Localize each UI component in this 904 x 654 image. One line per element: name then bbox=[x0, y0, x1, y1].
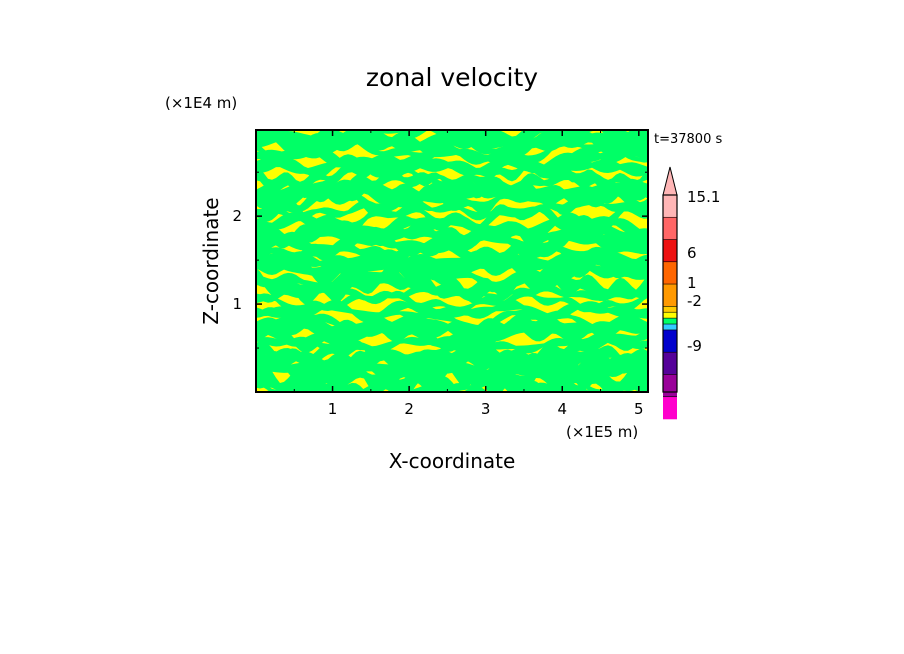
x-unit-label: (×1E5 m) bbox=[566, 423, 638, 441]
y-tick-label: 2 bbox=[232, 207, 242, 225]
field-band bbox=[256, 196, 648, 222]
chart-title: zonal velocity bbox=[366, 63, 538, 92]
x-axis-label: X-coordinate bbox=[389, 449, 516, 473]
colorbar-swatch bbox=[663, 261, 677, 285]
field-band bbox=[256, 360, 648, 392]
colorbar-swatch bbox=[663, 239, 677, 263]
field-band bbox=[256, 169, 648, 199]
colorbar-swatch bbox=[663, 329, 677, 353]
field-band bbox=[256, 319, 648, 353]
x-tick-label: 2 bbox=[404, 400, 414, 418]
field-band bbox=[256, 259, 648, 294]
time-label: t=37800 s bbox=[654, 132, 722, 147]
colorbar-swatch bbox=[663, 352, 677, 375]
plot-frame bbox=[255, 129, 649, 393]
field-band bbox=[256, 136, 648, 163]
field-band bbox=[256, 285, 648, 303]
colorbar-swatch bbox=[663, 217, 677, 240]
x-axis: 1 2 3 4 5 bbox=[293, 130, 644, 418]
colorbar-swatch bbox=[663, 195, 677, 218]
y-axis-label: Z-coordinate bbox=[199, 197, 223, 324]
y-unit-label: (×1E4 m) bbox=[165, 94, 237, 112]
y-tick-label: 1 bbox=[232, 295, 242, 313]
colorbar-extend-arrow bbox=[662, 166, 678, 196]
colorbar-swatch bbox=[663, 324, 677, 331]
field-band bbox=[256, 375, 648, 392]
colorbar-swatch bbox=[663, 318, 677, 325]
x-tick-label: 5 bbox=[634, 400, 644, 418]
field-band bbox=[256, 160, 648, 191]
plot-area bbox=[256, 130, 648, 392]
colorbar-frame bbox=[662, 194, 678, 393]
y-axis: 12 bbox=[232, 171, 648, 349]
x-tick-label: 4 bbox=[557, 400, 567, 418]
field-band bbox=[256, 338, 648, 367]
colorbar-label: 6 bbox=[687, 244, 697, 262]
colorbar-label: 1 bbox=[687, 274, 697, 292]
colorbar-label: -9 bbox=[687, 337, 702, 355]
colorbar-swatch bbox=[663, 312, 677, 319]
colorbar-swatch bbox=[663, 306, 677, 313]
field-band bbox=[256, 238, 648, 264]
field-band bbox=[256, 266, 648, 305]
x-tick-label: 3 bbox=[481, 400, 491, 418]
colorbar: 15.1 6 1-2 -9 bbox=[662, 166, 720, 420]
colorbar-label: -2 bbox=[687, 292, 702, 310]
colorbar-swatch bbox=[663, 284, 677, 307]
field-band bbox=[256, 289, 648, 315]
colorbar-swatch bbox=[663, 374, 677, 398]
x-tick-label: 1 bbox=[328, 400, 338, 418]
colorbar-swatch bbox=[663, 396, 677, 420]
field-band bbox=[256, 184, 648, 216]
colorbar-label: 15.1 bbox=[687, 188, 720, 206]
